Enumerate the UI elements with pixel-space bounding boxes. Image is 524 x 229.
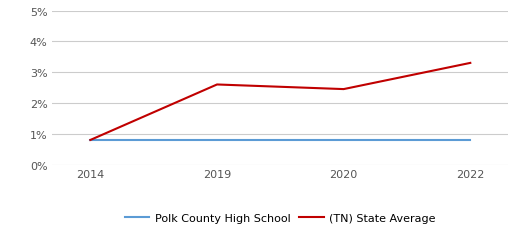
Polk County High School (214, 139, 220, 142)
(TN) State Average (214, 84, 220, 87)
(TN) State Average (341, 88, 347, 91)
Polk County High School (87, 139, 93, 142)
(TN) State Average (87, 139, 93, 142)
Polk County High School (341, 139, 347, 142)
Line: (TN) State Average: (TN) State Average (90, 64, 471, 140)
Polk County High School (467, 139, 474, 142)
(TN) State Average (467, 62, 474, 65)
Legend: Polk County High School, (TN) State Average: Polk County High School, (TN) State Aver… (121, 209, 440, 228)
